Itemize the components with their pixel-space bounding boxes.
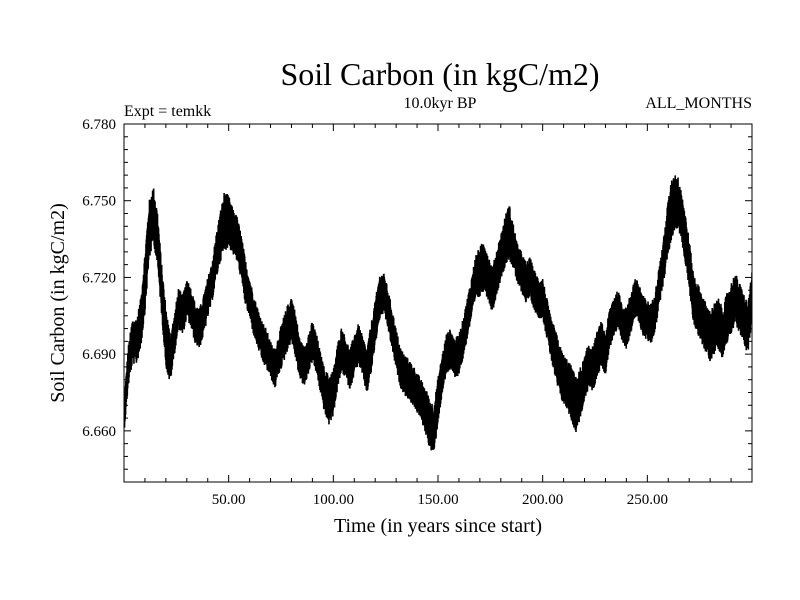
- y-tick-label: 6.690: [82, 347, 116, 363]
- y-tick-label: 6.780: [82, 117, 116, 133]
- axis-ticks: 50.00 100.00 150.00 200.00 250.00 6.660 6.690 6…: [82, 117, 752, 508]
- subtitle-center: 10.0kyr BP: [404, 95, 477, 112]
- x-tick-label: 100.00: [313, 492, 354, 508]
- y-tick-label: 6.750: [82, 194, 116, 210]
- x-axis-title: Time (in years since start): [334, 515, 542, 537]
- y-axis-title: Soil Carbon (in kgC/m2): [47, 203, 69, 402]
- x-tick-label: 50.00: [212, 492, 246, 508]
- series-line: [124, 175, 752, 451]
- x-tick-label: 200.00: [522, 492, 563, 508]
- y-tick-label: 6.660: [82, 424, 116, 440]
- chart-title: Soil Carbon (in kgC/m2): [280, 56, 599, 92]
- x-tick-label: 250.00: [627, 492, 668, 508]
- x-tick-label: 150.00: [417, 492, 458, 508]
- y-tick-label: 6.720: [82, 270, 116, 286]
- plot-area: [124, 175, 752, 451]
- subtitle-left: Expt = temkk: [124, 103, 211, 120]
- subtitle-right: ALL_MONTHS: [645, 95, 752, 112]
